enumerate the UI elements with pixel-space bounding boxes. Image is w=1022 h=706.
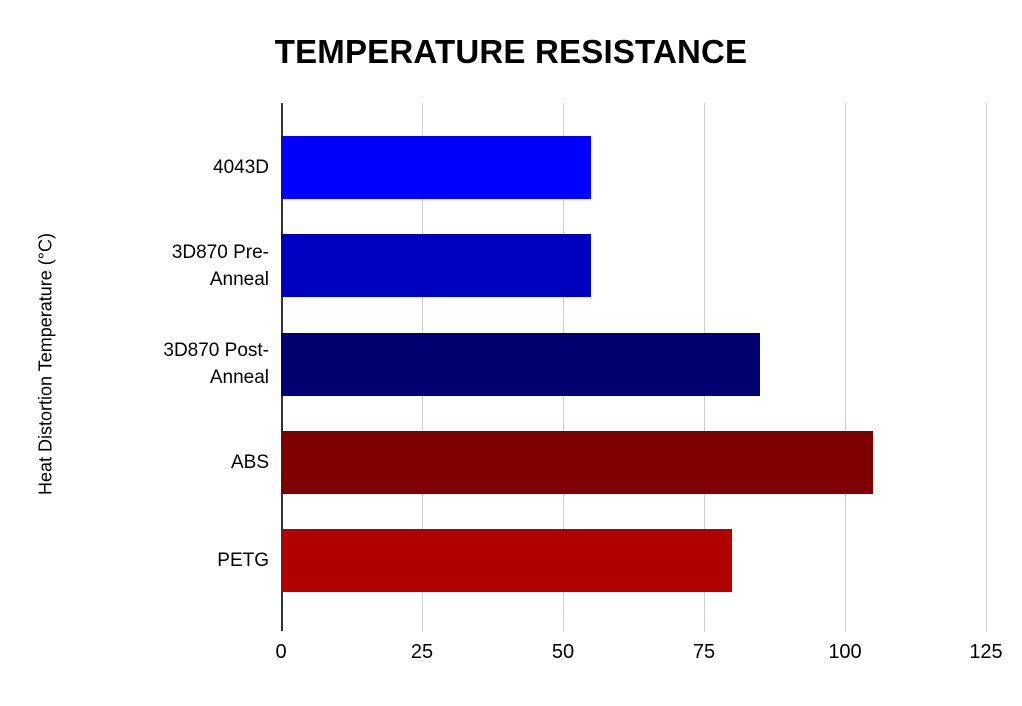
bar-track: [281, 413, 986, 511]
category-label: 3D870 Post- Anneal: [0, 337, 281, 391]
category-label-line: 3D870 Post-: [163, 340, 269, 362]
x-tick-label: 0: [275, 641, 287, 663]
bar: [281, 332, 761, 396]
category-label: ABS: [0, 449, 281, 476]
bar-track: [281, 315, 986, 413]
bar-row: 3D870 Post- Anneal: [0, 315, 986, 413]
bar: [281, 135, 592, 199]
bar: [281, 529, 733, 593]
category-label: 4043D: [0, 154, 281, 181]
bar: [281, 234, 592, 298]
category-label-line: PETG: [217, 550, 269, 572]
x-tick-label: 25: [410, 641, 434, 663]
category-label-line: 3D870 Pre-: [171, 241, 269, 263]
x-tick-label: 75: [692, 641, 716, 663]
x-tick-label: 50: [551, 641, 575, 663]
chart-title: TEMPERATURE RESISTANCE: [274, 33, 748, 70]
category-label-line: Anneal: [209, 367, 269, 389]
bar-track: [281, 216, 986, 314]
bar-track: [281, 512, 986, 610]
gridline: [845, 103, 846, 632]
category-label-line: Anneal: [209, 268, 269, 290]
category-label: PETG: [0, 547, 281, 574]
bar: [281, 430, 874, 494]
category-label-line: 4043D: [213, 156, 269, 178]
x-tick-label: 125: [969, 641, 1003, 663]
category-label: 3D870 Pre- Anneal: [0, 239, 281, 293]
bar-row: 4043D: [0, 118, 986, 216]
bar-row: 3D870 Pre- Anneal: [0, 216, 986, 314]
gridline: [986, 103, 987, 632]
bar-row: ABS: [0, 413, 986, 511]
bar-row: PETG: [0, 512, 986, 610]
x-axis-tick-labels: 0 25 50 75 100 125: [275, 641, 1002, 667]
bar-rows: 4043D 3D870 Pre- Anneal 3D870 Post- Anneal AB…: [0, 118, 986, 610]
bar-track: [281, 118, 986, 216]
category-label-line: ABS: [230, 451, 269, 473]
x-tick-label: 100: [828, 641, 862, 663]
